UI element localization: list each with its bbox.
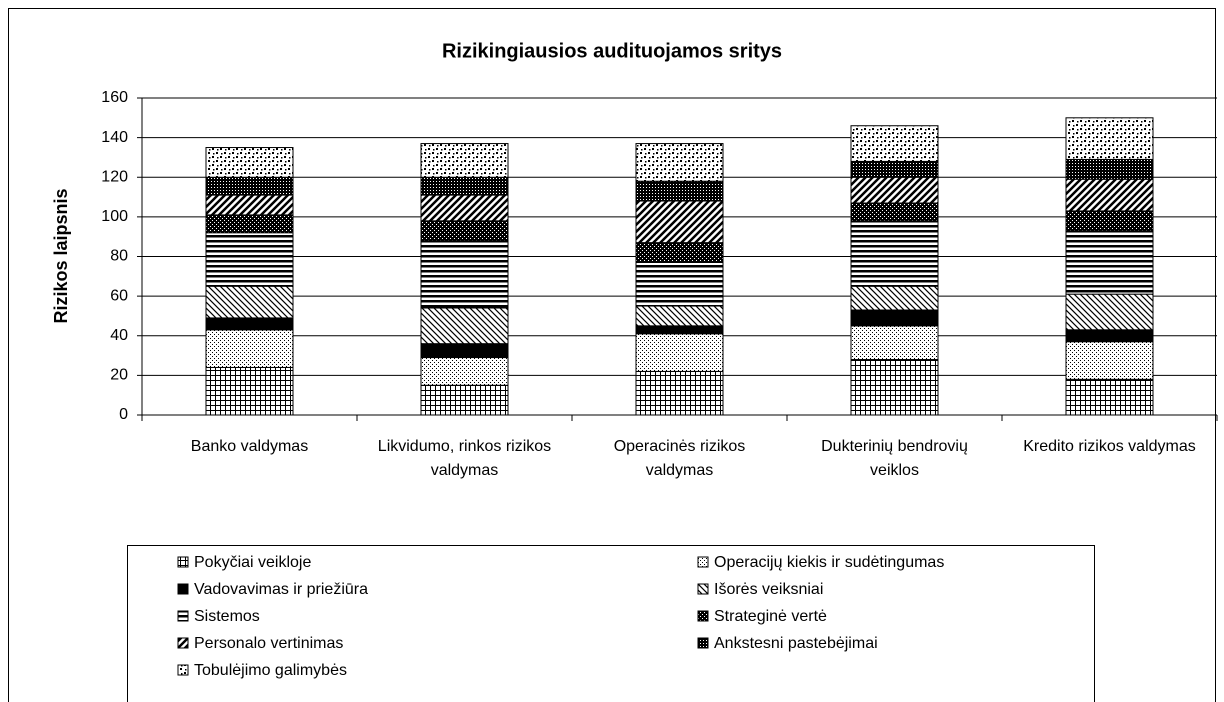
legend-swatch xyxy=(177,637,189,649)
x-tick-label: Banko valdymas xyxy=(190,438,309,455)
legend-swatch xyxy=(177,664,189,676)
y-tick-label: 20 xyxy=(110,367,128,384)
bar-segment xyxy=(635,370,724,416)
bar-segment xyxy=(1065,158,1154,180)
bar-segment xyxy=(635,200,724,244)
legend-swatch xyxy=(697,610,709,622)
bar-segment xyxy=(1065,178,1154,212)
bar-segment xyxy=(850,176,939,204)
bar-segment xyxy=(205,317,294,331)
legend-label: Strateginė vertė xyxy=(714,608,827,625)
bar-segment xyxy=(635,305,724,327)
bar-segment xyxy=(1065,293,1154,331)
x-tick-label: Likvidumo, rinkos rizikos valdymas xyxy=(377,438,552,479)
bar-segment xyxy=(205,194,294,216)
bar-segment xyxy=(850,285,939,311)
bar-segment xyxy=(205,232,294,287)
legend-swatch xyxy=(697,637,709,649)
legend-swatch xyxy=(177,583,189,595)
bar-segment xyxy=(635,325,724,335)
bar-segment xyxy=(205,214,294,234)
bar-segment xyxy=(420,307,509,345)
legend-label: Sistemos xyxy=(194,608,260,625)
y-tick-label: 60 xyxy=(110,287,128,304)
y-tick-label: 140 xyxy=(101,129,128,146)
bar-segment xyxy=(205,176,294,196)
bar-segment xyxy=(850,202,939,222)
legend-label: Vadovavimas ir priežiūra xyxy=(194,581,368,598)
bar-segment xyxy=(420,240,509,309)
bar-segment xyxy=(1065,210,1154,232)
chart-title: Rizikingiausios audituojamos sritys xyxy=(442,40,782,62)
bar-segment xyxy=(420,357,509,386)
bar-segment xyxy=(635,242,724,263)
y-tick-label: 100 xyxy=(101,208,128,225)
legend-swatch xyxy=(177,556,189,568)
bar-segment xyxy=(420,384,509,416)
bar-segment xyxy=(850,160,939,178)
bar-segment xyxy=(420,194,509,222)
legend-box xyxy=(127,545,1095,702)
x-tick-label: Operacinės rizikos valdymas xyxy=(613,438,746,479)
bar-segment xyxy=(420,143,509,178)
bar-segment xyxy=(205,366,294,416)
bar-segment xyxy=(850,309,939,327)
legend-label: Ankstesni pastebėjimai xyxy=(714,635,878,652)
bar-segment xyxy=(635,143,724,182)
bar-segment xyxy=(635,261,724,307)
y-tick-label: 0 xyxy=(119,406,128,423)
x-tick-label: Dukterinių bendrovių veiklos xyxy=(821,438,968,479)
bar-segment xyxy=(1065,378,1154,416)
bar-segment xyxy=(420,176,509,196)
legend-label: Išorės veiksniai xyxy=(714,581,823,598)
bar-segment xyxy=(1065,117,1154,160)
y-axis-label: Rizikos laipsnis xyxy=(51,188,71,323)
bar-segment xyxy=(1065,329,1154,343)
bar-segment xyxy=(205,329,294,368)
y-tick-label: 40 xyxy=(110,327,128,344)
bar-segment xyxy=(850,359,939,416)
x-tick-label: Kredito rizikos valdymas xyxy=(1023,438,1196,455)
legend-label: Pokyčiai veikloje xyxy=(194,554,311,571)
bar-segment xyxy=(1065,341,1154,380)
legend-swatch xyxy=(697,583,709,595)
legend-label: Operacijų kiekis ir sudėtingumas xyxy=(714,554,944,571)
bar-segment xyxy=(635,180,724,202)
bar-segment xyxy=(850,325,939,361)
frame xyxy=(8,8,1216,702)
bar-segment xyxy=(420,220,509,242)
y-tick-label: 80 xyxy=(110,248,128,265)
bar-segment xyxy=(850,220,939,287)
bar-segment xyxy=(420,343,509,359)
legend-swatch xyxy=(177,610,189,622)
legend-swatch xyxy=(697,556,709,568)
bar-segment xyxy=(205,147,294,178)
y-tick-label: 160 xyxy=(101,89,128,106)
legend-label: Personalo vertinimas xyxy=(194,635,343,652)
legend-label: Tobulėjimo galimybės xyxy=(194,662,347,679)
y-tick-label: 120 xyxy=(101,168,128,185)
bar-segment xyxy=(850,125,939,162)
bar-segment xyxy=(635,333,724,372)
bar-segment xyxy=(205,285,294,319)
bar-segment xyxy=(1065,230,1154,295)
